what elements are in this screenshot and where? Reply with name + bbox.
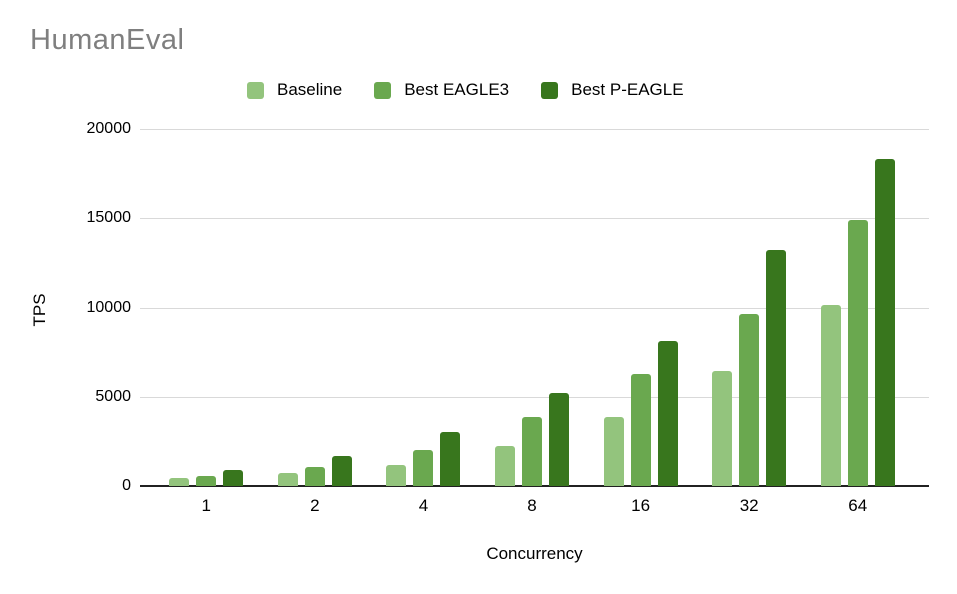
- bar-baseline-64: [820, 304, 841, 486]
- plot-area: [140, 129, 929, 487]
- x-axis-tick-labels: 1 2 4 8 16 32 64: [152, 496, 912, 516]
- bar-baseline-16: [603, 416, 624, 486]
- legend-swatch-best-eagle3: [374, 81, 392, 99]
- bar-baseline-2: [277, 473, 298, 486]
- gridline-5000: [140, 396, 929, 398]
- bar-group-32: [695, 129, 804, 486]
- y-tick-label-0: 0: [122, 477, 131, 494]
- bar-best-p-eagle-1: [223, 469, 244, 486]
- bar-best-p-eagle-64: [874, 159, 895, 486]
- y-tick-label-15000: 15000: [86, 209, 132, 227]
- y-tick-label-5000: 5000: [95, 387, 131, 405]
- bar-group-4: [369, 129, 478, 486]
- bar-best-eagle3-4: [413, 449, 434, 486]
- x-tick-label-16: 16: [631, 496, 651, 515]
- bar-best-p-eagle-32: [766, 249, 787, 486]
- bar-best-p-eagle-8: [549, 392, 570, 486]
- legend: Baseline Best EAGLE3 Best P-EAGLE: [247, 80, 684, 100]
- bar-baseline-1: [169, 477, 190, 486]
- legend-label-baseline: Baseline: [277, 80, 343, 99]
- bar-best-p-eagle-2: [331, 455, 352, 486]
- legend-label-best-eagle3: Best EAGLE3: [404, 80, 510, 99]
- bar-group-1: [152, 129, 261, 486]
- chart-title: HumanEval: [30, 24, 185, 56]
- bar-best-p-eagle-16: [657, 341, 678, 486]
- bar-best-eagle3-8: [522, 417, 543, 486]
- legend-label-best-p-eagle: Best P-EAGLE: [571, 80, 684, 99]
- x-tick-label-1: 1: [201, 496, 212, 515]
- bar-group-64: [803, 129, 912, 486]
- bar-best-eagle3-64: [847, 220, 868, 486]
- x-axis-title: Concurrency: [486, 544, 583, 563]
- y-tick-label-10000: 10000: [86, 298, 132, 316]
- bar-best-eagle3-32: [739, 313, 760, 486]
- bar-best-p-eagle-4: [440, 431, 461, 486]
- bar-group-16: [586, 129, 695, 486]
- x-axis-line: [140, 485, 929, 487]
- x-tick-label-8: 8: [527, 496, 537, 515]
- legend-swatch-best-p-eagle: [541, 81, 559, 99]
- x-tick-label-4: 4: [418, 496, 429, 515]
- x-tick-label-64: 64: [848, 496, 868, 515]
- x-tick-label-2: 2: [310, 496, 320, 515]
- gridline-20000: [140, 129, 929, 130]
- gridline-10000: [140, 307, 929, 309]
- y-tick-label-20000: 20000: [86, 120, 132, 137]
- legend-item-best-eagle3: Best EAGLE3: [374, 80, 509, 100]
- y-axis-tick-labels: 0 5000 10000 15000 20000: [0, 120, 132, 494]
- bar-best-eagle3-2: [304, 466, 325, 486]
- bar-baseline-32: [712, 370, 733, 486]
- bar-best-eagle3-1: [196, 476, 217, 486]
- legend-item-baseline: Baseline: [247, 80, 342, 100]
- bar-series-area: [152, 129, 912, 486]
- bar-baseline-4: [386, 464, 407, 486]
- bar-group-8: [478, 129, 587, 486]
- x-tick-label-32: 32: [739, 496, 759, 515]
- bar-group-2: [261, 129, 370, 486]
- bar-best-eagle3-16: [630, 373, 651, 486]
- legend-swatch-baseline: [247, 81, 264, 99]
- bar-baseline-8: [495, 445, 516, 486]
- gridline-15000: [140, 218, 929, 220]
- legend-item-best-p-eagle: Best P-EAGLE: [541, 80, 684, 100]
